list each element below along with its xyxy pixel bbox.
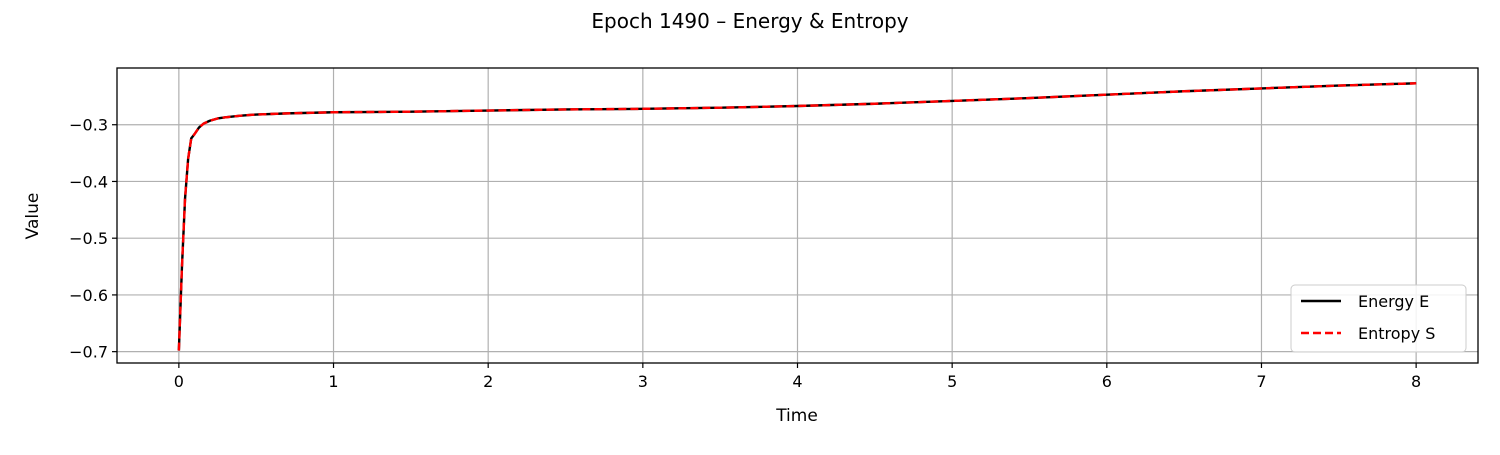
y-axis-ticks: −0.7 −0.6 −0.5 −0.4 −0.3 — [69, 116, 117, 362]
series-line-entropy — [177, 82, 1417, 351]
y-tick-label: −0.7 — [69, 343, 108, 362]
x-tick-label: 3 — [638, 372, 648, 391]
plot-area-frame — [116, 67, 1479, 364]
y-tick-label: −0.4 — [69, 172, 108, 191]
legend: Energy E Entropy S — [1290, 284, 1467, 353]
y-tick-label: −0.3 — [69, 116, 108, 135]
x-tick-label: 7 — [1256, 372, 1266, 391]
legend-label-energy: Energy E — [1358, 292, 1429, 311]
x-tick-label: 5 — [947, 372, 957, 391]
x-axis-ticks: 0 1 2 3 4 5 6 7 8 — [174, 363, 1421, 391]
chart-title: Epoch 1490 – Energy & Entropy — [591, 9, 908, 33]
y-axis-label: Value — [23, 193, 43, 240]
x-tick-label: 8 — [1411, 372, 1421, 391]
series-layer — [177, 82, 1417, 351]
x-tick-label: 2 — [483, 372, 493, 391]
grid-lines — [117, 68, 1478, 363]
legend-label-entropy: Entropy S — [1358, 324, 1435, 343]
y-tick-label: −0.5 — [69, 229, 108, 248]
x-axis-label: Time — [775, 406, 818, 426]
x-tick-label: 0 — [174, 372, 184, 391]
x-tick-label: 6 — [1102, 372, 1112, 391]
x-tick-label: 4 — [792, 372, 802, 391]
y-tick-label: −0.6 — [69, 286, 108, 305]
x-tick-label: 1 — [328, 372, 338, 391]
